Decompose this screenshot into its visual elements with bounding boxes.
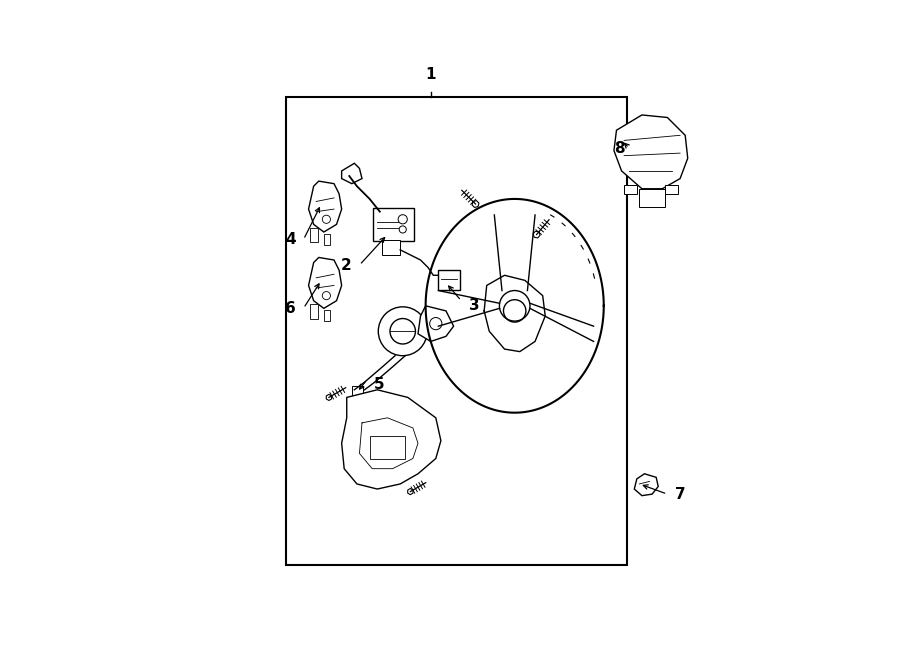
- Text: 2: 2: [341, 258, 352, 272]
- Text: 8: 8: [615, 141, 626, 155]
- Polygon shape: [634, 474, 658, 496]
- Text: 7: 7: [675, 486, 686, 502]
- Bar: [310, 228, 318, 242]
- Polygon shape: [418, 306, 454, 342]
- Text: 1: 1: [426, 67, 436, 82]
- Polygon shape: [342, 163, 362, 184]
- Bar: [324, 233, 330, 245]
- Polygon shape: [614, 115, 688, 189]
- Text: 6: 6: [285, 301, 296, 316]
- Text: 4: 4: [285, 232, 296, 247]
- Text: 5: 5: [374, 377, 384, 392]
- Bar: [382, 240, 400, 255]
- Bar: [438, 270, 460, 290]
- Bar: [665, 184, 678, 194]
- FancyBboxPatch shape: [374, 208, 414, 241]
- Text: 3: 3: [469, 298, 480, 313]
- Bar: [285, 97, 626, 565]
- Polygon shape: [342, 390, 441, 489]
- Polygon shape: [309, 181, 342, 232]
- Polygon shape: [309, 258, 342, 308]
- Bar: [352, 386, 363, 397]
- Bar: [324, 310, 330, 321]
- Bar: [639, 189, 665, 207]
- Bar: [370, 436, 405, 459]
- Bar: [624, 184, 637, 194]
- Bar: [310, 304, 318, 319]
